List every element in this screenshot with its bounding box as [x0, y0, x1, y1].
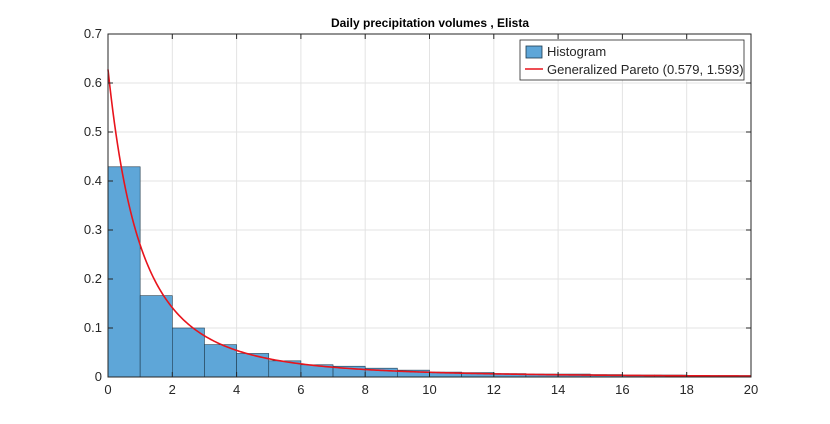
x-axis: 0 2 4 6 8 10 12 14 16 18 20: [104, 34, 758, 397]
x-tick-label: 20: [744, 382, 758, 397]
histogram-bar: [107, 166, 141, 378]
x-tick-label: 18: [679, 382, 693, 397]
chart-title: Daily precipitation volumes , Elista: [331, 16, 529, 30]
legend: Histogram Generalized Pareto (0.579, 1.5…: [519, 39, 745, 81]
legend-swatch-histogram: [525, 45, 543, 59]
histogram-bar: [204, 344, 237, 378]
y-tick-label: 0.5: [84, 124, 102, 139]
legend-label-histogram: Histogram: [547, 44, 606, 59]
x-tick-label: 10: [422, 382, 436, 397]
x-tick-label: 12: [487, 382, 501, 397]
y-tick-label: 0.3: [84, 222, 102, 237]
legend-box: [519, 39, 745, 81]
y-tick-label: 0.6: [84, 75, 102, 90]
histogram-bar: [172, 327, 205, 378]
histogram-bars: [107, 166, 752, 378]
y-tick-label: 0.4: [84, 173, 102, 188]
x-tick-label: 16: [615, 382, 629, 397]
grid: [107, 33, 752, 378]
x-tick-label: 6: [297, 382, 304, 397]
y-axis: 0 0.1 0.2 0.3 0.4 0.5 0.6 0.7: [84, 26, 751, 384]
histogram-bar: [139, 295, 173, 378]
y-tick-label: 0: [95, 369, 102, 384]
x-tick-label: 14: [551, 382, 565, 397]
x-tick-label: 0: [104, 382, 111, 397]
y-tick-label: 0.1: [84, 320, 102, 335]
y-tick-label: 0.7: [84, 26, 102, 41]
y-tick-label: 0.2: [84, 271, 102, 286]
x-tick-label: 4: [233, 382, 240, 397]
x-tick-label: 2: [169, 382, 176, 397]
legend-label-fit: Generalized Pareto (0.579, 1.593): [547, 62, 744, 77]
x-tick-label: 8: [362, 382, 369, 397]
